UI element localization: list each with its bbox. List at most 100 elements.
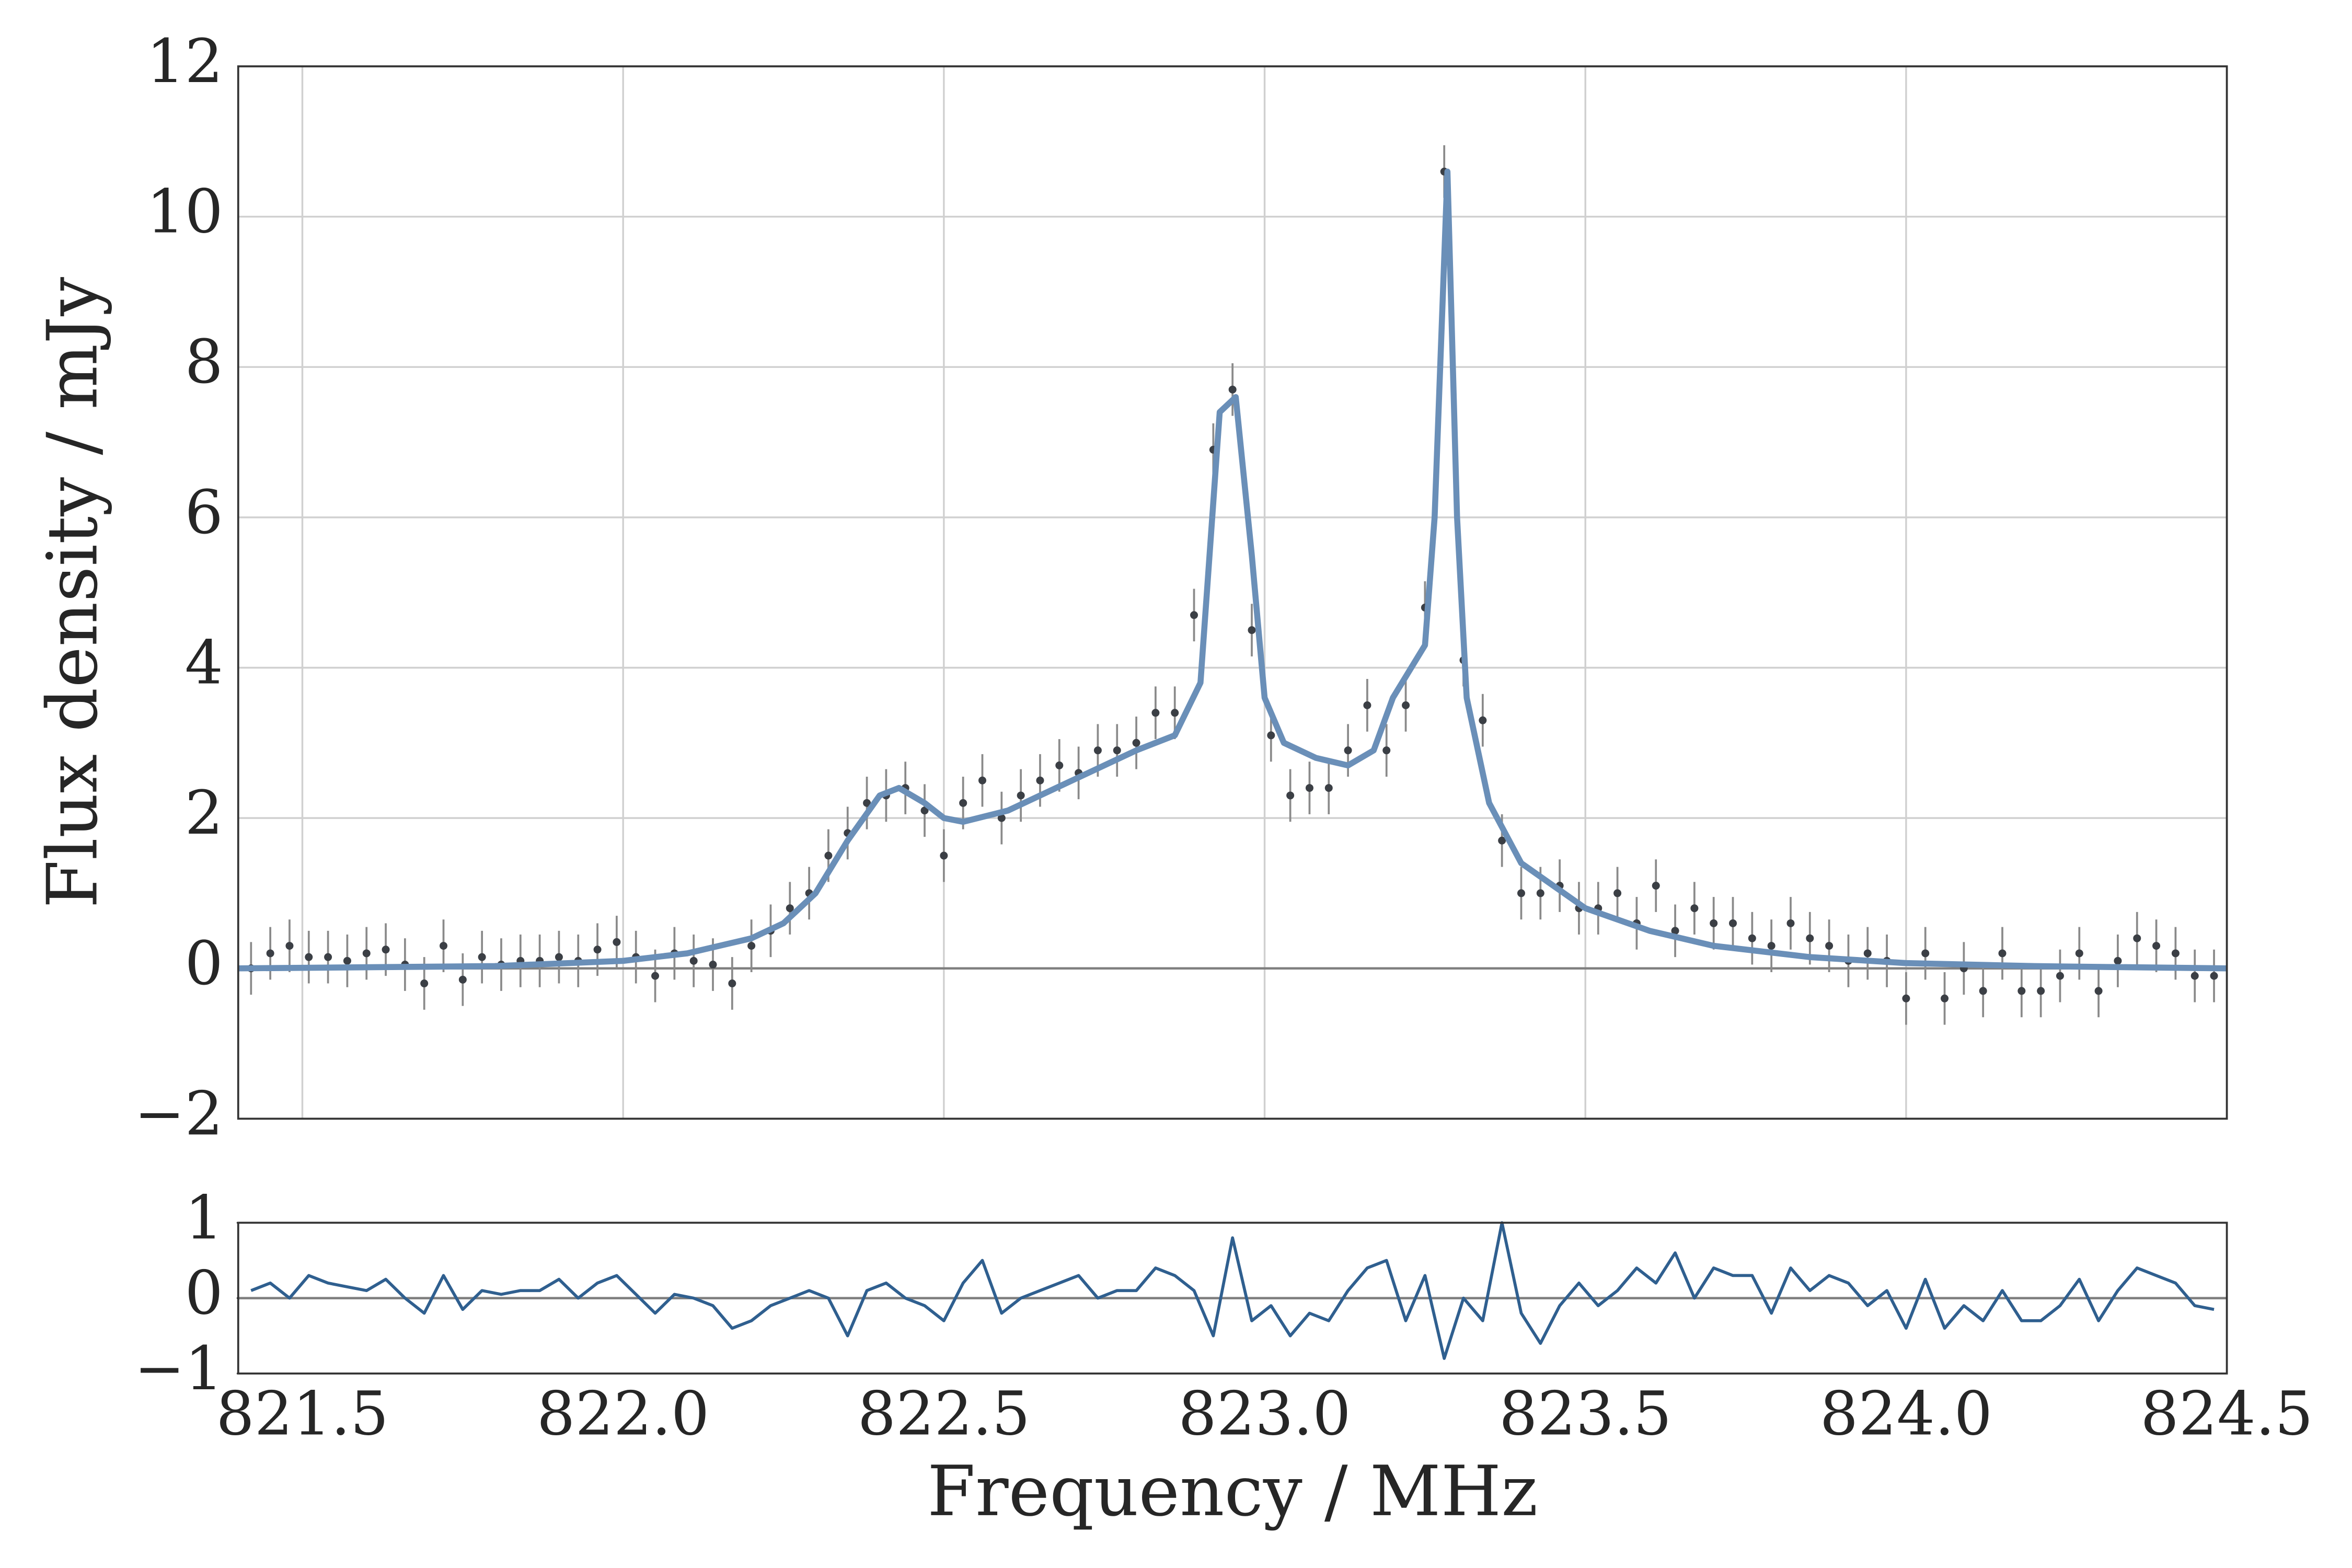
data-point	[305, 953, 313, 961]
data-point	[1363, 701, 1371, 709]
data-point	[1036, 776, 1044, 785]
x-tick-label: 823.0	[1178, 1379, 1351, 1449]
data-point	[2017, 987, 2026, 995]
y-axis-label: Flux density / mJy	[32, 277, 113, 908]
plot-frame	[237, 1221, 2228, 1375]
x-axis-label: Frequency / MHz	[927, 1451, 1538, 1532]
y-tick-label: 2	[185, 778, 223, 848]
data-point	[2171, 949, 2180, 958]
data-point	[285, 942, 294, 950]
data-point	[420, 979, 429, 988]
data-point	[1113, 746, 1121, 755]
data-point	[1190, 611, 1198, 619]
data-point	[324, 953, 332, 961]
data-point	[824, 851, 833, 860]
data-point	[478, 953, 486, 961]
data-point	[458, 975, 467, 984]
y-tick-label: 0	[185, 929, 223, 999]
data-point	[2190, 972, 2199, 980]
data-point	[2210, 972, 2218, 980]
model-line	[238, 168, 2227, 972]
data-point	[2114, 956, 2122, 965]
data-point	[1652, 882, 1660, 890]
data-point	[2075, 949, 2083, 958]
data-point	[2056, 972, 2064, 980]
x-tick-label: 824.5	[2140, 1379, 2313, 1449]
data-point	[1286, 791, 1295, 800]
data-point	[1267, 731, 1275, 740]
data-point	[1979, 987, 1987, 995]
data-point	[920, 806, 929, 815]
data-point	[728, 979, 736, 988]
data-point	[1902, 994, 1910, 1002]
data-point	[1498, 836, 1506, 845]
data-point	[1786, 919, 1795, 927]
data-point	[940, 851, 948, 860]
data-point	[1998, 949, 2007, 958]
data-point	[2037, 987, 2045, 995]
data-point	[1248, 626, 1256, 635]
data-point	[1479, 716, 1487, 724]
data-point	[2094, 987, 2103, 995]
data-point	[1517, 889, 1525, 897]
data-point	[1228, 385, 1237, 394]
data-point	[997, 814, 1006, 822]
data-point	[1767, 942, 1775, 950]
x-tick-label: 821.5	[216, 1379, 388, 1449]
data-point	[689, 956, 698, 965]
data-point	[1382, 746, 1391, 755]
data-point	[1825, 942, 1834, 950]
data-point	[1671, 927, 1679, 935]
data-point	[382, 946, 390, 954]
y-tick-label: 12	[146, 27, 223, 97]
data-point	[651, 972, 660, 980]
data-point	[1729, 919, 1737, 927]
data-point	[1305, 784, 1313, 792]
data-point	[863, 799, 871, 807]
data-point	[1402, 701, 1410, 709]
data-point	[266, 949, 274, 958]
data-point	[786, 904, 794, 913]
data-point	[747, 942, 756, 950]
data-point	[1748, 934, 1756, 942]
data-point	[362, 949, 371, 958]
x-tick-label: 822.0	[537, 1379, 709, 1449]
plot-frame	[237, 65, 2228, 1120]
x-tick-label: 822.5	[858, 1379, 1030, 1449]
data-point	[2133, 934, 2141, 942]
x-tick-label: 824.0	[1820, 1379, 1992, 1449]
data-point	[1132, 739, 1140, 747]
y-tick-label: 0	[185, 1259, 223, 1329]
data-point	[959, 799, 967, 807]
y-tick-label: −1	[134, 1334, 223, 1404]
y-tick-label: 6	[185, 478, 223, 548]
data-point	[2152, 942, 2161, 950]
data-point	[1151, 709, 1160, 717]
data-point	[555, 953, 563, 961]
x-tick-label: 823.5	[1499, 1379, 1671, 1449]
data-point	[1017, 791, 1025, 800]
data-point	[440, 942, 448, 950]
data-point	[1344, 746, 1352, 755]
data-point	[1324, 784, 1333, 792]
data-point	[1710, 919, 1718, 927]
data-point	[709, 961, 717, 969]
data-point	[1093, 746, 1102, 755]
y-tick-label: −2	[134, 1079, 223, 1149]
data-point	[613, 938, 621, 946]
data-point	[1536, 889, 1544, 897]
data-point	[1690, 904, 1699, 913]
data-point	[593, 946, 602, 954]
data-point	[1055, 761, 1064, 769]
y-tick-label: 1	[185, 1183, 223, 1253]
data-point	[1941, 994, 1949, 1002]
residual-line	[250, 1221, 2215, 1360]
y-tick-label: 8	[185, 327, 223, 397]
data-point	[1921, 949, 1930, 958]
y-tick-label: 4	[185, 628, 223, 698]
data-point	[343, 956, 351, 965]
data-point	[1863, 949, 1872, 958]
